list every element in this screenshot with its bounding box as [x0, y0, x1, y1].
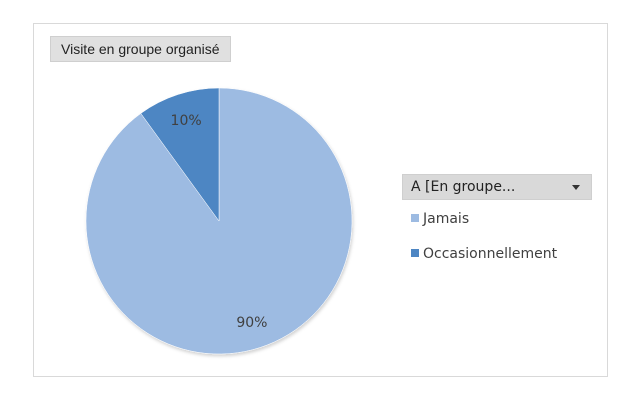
legend-item-occasionnellement[interactable]: Occasionnellement [411, 244, 557, 264]
chart-title[interactable]: Visite en groupe organisé [50, 36, 231, 62]
legend-swatch-jamais [411, 214, 419, 222]
legend-label-occasionnellement: Occasionnellement [423, 246, 558, 262]
data-label-occasionnellement: 10% [171, 113, 202, 129]
legend-item-jamais[interactable]: Jamais [411, 209, 469, 229]
data-label-jamais: 90% [236, 315, 267, 331]
legend-filter-dropdown[interactable]: A [En groupe... [402, 174, 592, 200]
legend-title: A [En groupe... [411, 179, 516, 195]
pie-data-labels: 90% 10% [171, 113, 268, 331]
legend-label-jamais: Jamais [423, 211, 470, 227]
chevron-down-icon[interactable] [572, 185, 580, 190]
legend-swatch-occasionnellement [411, 249, 419, 257]
pie-slice-occasionnellement[interactable] [140, 87, 220, 222]
pie-slices [85, 87, 353, 355]
